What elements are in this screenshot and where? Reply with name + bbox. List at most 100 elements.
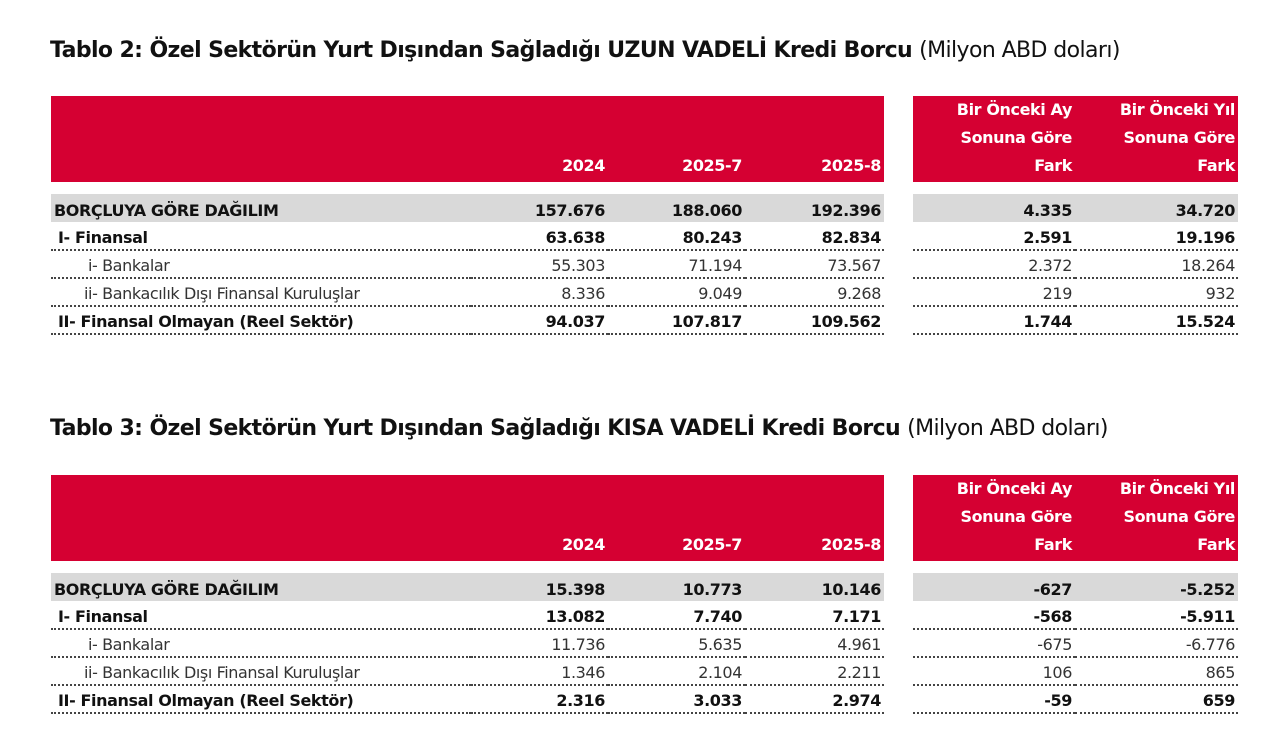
row-finansal-olmayan: -59 659 (913, 685, 1238, 714)
header-row: Bir Önceki Ay Sonuna Göre Fark Bir Önceki Y… (913, 475, 1238, 561)
row-finansal-olmayan: 1.744 15.524 (913, 306, 1238, 335)
cell-difference: -627 (913, 573, 1075, 601)
header-row: 2024 2025-7 2025-8 (51, 96, 884, 182)
cell-value: 11.736 (471, 629, 608, 658)
row-bankalar: i- Bankalar 11.736 5.635 4.961 (51, 629, 884, 658)
cell-value: 7.171 (745, 601, 884, 630)
cell-difference: 2.372 (913, 250, 1075, 279)
difference-column-header: Bir Önceki Yıl Sonuna Göre Fark (1075, 96, 1238, 182)
column-header: 2025-8 (745, 475, 884, 561)
cell-difference: 19.196 (1075, 222, 1238, 251)
row-bankacilik-disi: 219 932 (913, 278, 1238, 307)
row-label: BORÇLUYA GÖRE DAĞILIM (51, 573, 471, 601)
cell-difference: 15.524 (1075, 306, 1238, 335)
header-line: Sonuna Göre (960, 507, 1072, 526)
row-borcluya-gore-dagilim: -627 -5.252 (913, 573, 1238, 601)
cell-value: 3.033 (608, 685, 745, 714)
cell-difference: 932 (1075, 278, 1238, 307)
header-line: Fark (1197, 156, 1235, 175)
cell-difference: -675 (913, 629, 1075, 658)
row-borcluya-gore-dagilim: BORÇLUYA GÖRE DAĞILIM 157.676 188.060 192.3… (51, 194, 884, 222)
row-bankacilik-disi: ii- Bankacılık Dışı Finansal Kuruluşlar 1… (51, 657, 884, 686)
cell-difference: 865 (1075, 657, 1238, 686)
cell-value: 8.336 (471, 278, 608, 307)
column-header: 2024 (471, 96, 608, 182)
cell-value: 5.635 (608, 629, 745, 658)
difference-column-header: Bir Önceki Ay Sonuna Göre Fark (913, 96, 1075, 182)
column-header: 2025-7 (608, 475, 745, 561)
row-label: BORÇLUYA GÖRE DAĞILIM (51, 194, 471, 222)
title-text: Tablo 2: Özel Sektörün Yurt Dışından Sağ… (50, 38, 913, 63)
cell-value: 7.740 (608, 601, 745, 630)
cell-value: 63.638 (471, 222, 608, 251)
cell-value: 2.211 (745, 657, 884, 686)
header-line: Fark (1034, 156, 1072, 175)
header-blank (51, 96, 471, 182)
cell-value: 157.676 (471, 194, 608, 222)
row-finansal: 2.591 19.196 (913, 222, 1238, 251)
header-line: Sonuna Göre (960, 128, 1072, 147)
column-header: 2025-8 (745, 96, 884, 182)
cell-value: 4.961 (745, 629, 884, 658)
difference-table: Bir Önceki Ay Sonuna Göre Fark Bir Önceki Y… (913, 475, 1238, 714)
cell-difference: -59 (913, 685, 1075, 714)
cell-difference: 2.591 (913, 222, 1075, 251)
cell-value: 15.398 (471, 573, 608, 601)
title-unit: (Milyon ABD doları) (907, 416, 1108, 441)
header-row: Bir Önceki Ay Sonuna Göre Fark Bir Önceki Y… (913, 96, 1238, 182)
row-label: ii- Bankacılık Dışı Finansal Kuruluşlar (51, 278, 471, 307)
header-line: Sonuna Göre (1123, 128, 1235, 147)
row-finansal: -568 -5.911 (913, 601, 1238, 630)
cell-difference: 18.264 (1075, 250, 1238, 279)
row-label: II- Finansal Olmayan (Reel Sektör) (51, 685, 471, 714)
cell-value: 13.082 (471, 601, 608, 630)
row-label: i- Bankalar (51, 250, 471, 279)
table-title: Tablo 3: Özel Sektörün Yurt Dışından Sağ… (50, 416, 1108, 441)
difference-column-header: Bir Önceki Ay Sonuna Göre Fark (913, 475, 1075, 561)
cell-difference: -6.776 (1075, 629, 1238, 658)
row-label: I- Finansal (51, 601, 471, 630)
row-bankalar: -675 -6.776 (913, 629, 1238, 658)
cell-value: 10.773 (608, 573, 745, 601)
column-header: 2024 (471, 475, 608, 561)
column-header: 2025-7 (608, 96, 745, 182)
cell-value: 1.346 (471, 657, 608, 686)
difference-table: Bir Önceki Ay Sonuna Göre Fark Bir Önceki Y… (913, 96, 1238, 335)
header-line: Bir Önceki Yıl (1119, 479, 1236, 498)
row-borcluya-gore-dagilim: 4.335 34.720 (913, 194, 1238, 222)
cell-value: 73.567 (745, 250, 884, 279)
header-line: Bir Önceki Yıl (1119, 100, 1236, 119)
difference-column-header: Bir Önceki Yıl Sonuna Göre Fark (1075, 475, 1238, 561)
cell-difference: -568 (913, 601, 1075, 630)
row-label: I- Finansal (51, 222, 471, 251)
cell-value: 9.268 (745, 278, 884, 307)
row-borcluya-gore-dagilim: BORÇLUYA GÖRE DAĞILIM 15.398 10.773 10.146 (51, 573, 884, 601)
header-line: Fark (1197, 535, 1235, 554)
main-table: 2024 2025-7 2025-8 BORÇLUYA GÖRE DAĞILIM 15.… (51, 475, 884, 714)
cell-value: 2.104 (608, 657, 745, 686)
row-finansal-olmayan: II- Finansal Olmayan (Reel Sektör) 94.037… (51, 306, 884, 335)
header-line: Sonuna Göre (1123, 507, 1235, 526)
header-line: Fark (1034, 535, 1072, 554)
cell-difference: 34.720 (1075, 194, 1238, 222)
cell-value: 80.243 (608, 222, 745, 251)
cell-value: 2.316 (471, 685, 608, 714)
row-label: i- Bankalar (51, 629, 471, 658)
cell-value: 9.049 (608, 278, 745, 307)
cell-difference: -5.911 (1075, 601, 1238, 630)
cell-difference: -5.252 (1075, 573, 1238, 601)
title-unit: (Milyon ABD doları) (919, 38, 1120, 63)
row-finansal: I- Finansal 13.082 7.740 7.171 (51, 601, 884, 630)
cell-value: 2.974 (745, 685, 884, 714)
row-finansal: I- Finansal 63.638 80.243 82.834 (51, 222, 884, 251)
cell-value: 71.194 (608, 250, 745, 279)
cell-value: 10.146 (745, 573, 884, 601)
cell-difference: 1.744 (913, 306, 1075, 335)
cell-value: 192.396 (745, 194, 884, 222)
main-table: 2024 2025-7 2025-8 BORÇLUYA GÖRE DAĞILIM 157… (51, 96, 884, 335)
row-label: ii- Bankacılık Dışı Finansal Kuruluşlar (51, 657, 471, 686)
row-bankacilik-disi: 106 865 (913, 657, 1238, 686)
cell-value: 82.834 (745, 222, 884, 251)
cell-difference: 659 (1075, 685, 1238, 714)
cell-value: 94.037 (471, 306, 608, 335)
